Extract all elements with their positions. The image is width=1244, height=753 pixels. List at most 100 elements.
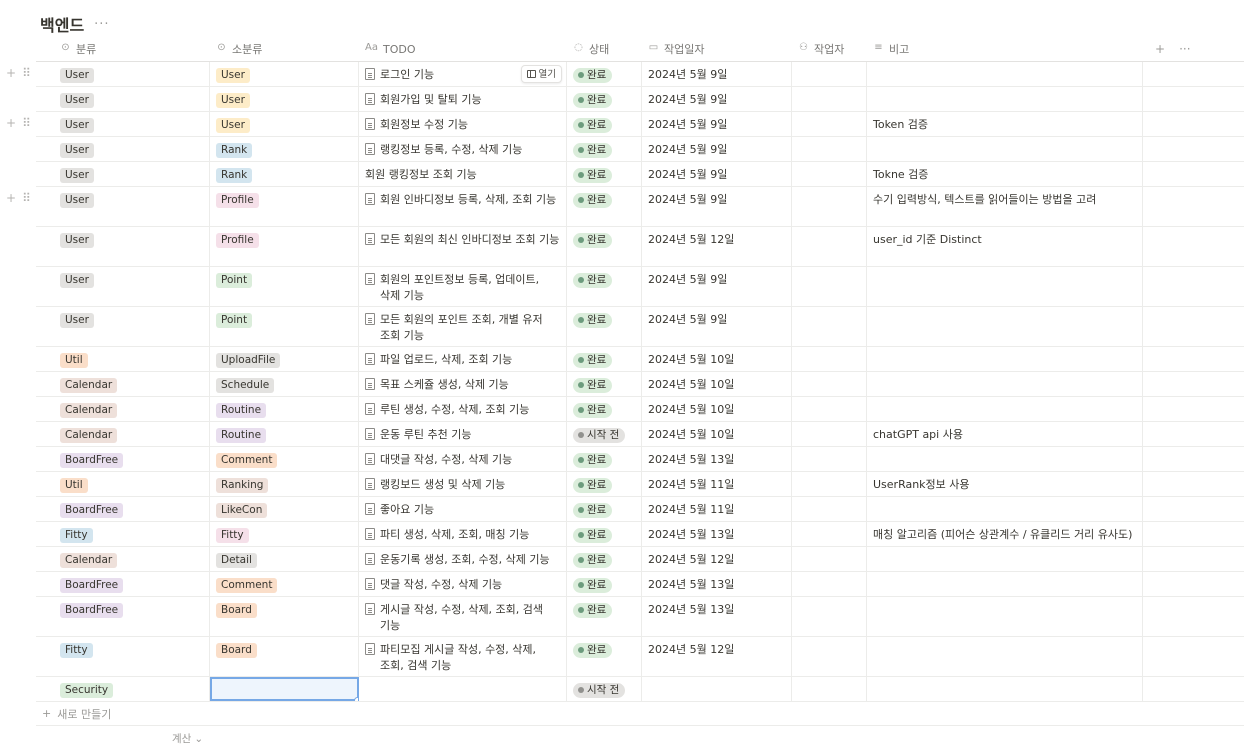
subcategory-cell[interactable]: Board	[210, 597, 359, 636]
date-cell[interactable]: 2024년 5월 13일	[642, 522, 792, 546]
subcategory-cell[interactable]: User	[210, 62, 359, 86]
todo-cell[interactable]: 운동기록 생성, 조회, 수정, 삭제 기능	[359, 547, 567, 571]
assignee-cell[interactable]	[792, 447, 867, 471]
category-cell[interactable]: Util	[36, 472, 210, 496]
date-cell[interactable]: 2024년 5월 13일	[642, 572, 792, 596]
todo-cell[interactable]: 회원정보 수정 기능	[359, 112, 567, 136]
column-header-subcategory[interactable]: ⊙ 소분류	[210, 36, 359, 61]
subcategory-cell[interactable]: Detail	[210, 547, 359, 571]
date-cell[interactable]: 2024년 5월 11일	[642, 497, 792, 521]
subcategory-cell[interactable]: Ranking	[210, 472, 359, 496]
note-cell[interactable]: 매칭 알고리즘 (피어슨 상관계수 / 유클리드 거리 유사도)	[867, 522, 1143, 546]
assignee-cell[interactable]	[792, 62, 867, 86]
assignee-cell[interactable]	[792, 677, 867, 701]
note-cell[interactable]: chatGPT api 사용	[867, 422, 1143, 446]
status-cell[interactable]: 완료	[567, 637, 642, 676]
date-cell[interactable]: 2024년 5월 10일	[642, 397, 792, 421]
assignee-cell[interactable]	[792, 597, 867, 636]
category-cell[interactable]: User	[36, 187, 210, 226]
category-cell[interactable]: Calendar	[36, 547, 210, 571]
assignee-cell[interactable]	[792, 137, 867, 161]
category-cell[interactable]: User	[36, 87, 210, 111]
status-cell[interactable]: 완료	[567, 572, 642, 596]
date-cell[interactable]: 2024년 5월 9일	[642, 162, 792, 186]
date-cell[interactable]: 2024년 5월 10일	[642, 422, 792, 446]
todo-cell[interactable]: 파일 업로드, 삭제, 조회 기능	[359, 347, 567, 371]
note-cell[interactable]: 수기 입력방식, 텍스트를 읽어들이는 방법을 고려	[867, 187, 1143, 226]
status-cell[interactable]: 완료	[567, 347, 642, 371]
status-cell[interactable]: 완료	[567, 62, 642, 86]
status-cell[interactable]: 완료	[567, 372, 642, 396]
status-cell[interactable]: 완료	[567, 547, 642, 571]
subcategory-cell[interactable]	[210, 677, 359, 701]
status-cell[interactable]: 시작 전	[567, 422, 642, 446]
date-cell[interactable]: 2024년 5월 9일	[642, 87, 792, 111]
more-icon[interactable]: ···	[94, 16, 110, 32]
category-cell[interactable]: Security	[36, 677, 210, 701]
subcategory-cell[interactable]: Rank	[210, 137, 359, 161]
todo-cell[interactable]	[359, 677, 567, 701]
assignee-cell[interactable]	[792, 397, 867, 421]
status-cell[interactable]: 완료	[567, 497, 642, 521]
category-cell[interactable]: Fitty	[36, 637, 210, 676]
assignee-cell[interactable]	[792, 187, 867, 226]
todo-cell[interactable]: 회원 랭킹정보 조회 기능	[359, 162, 567, 186]
note-cell[interactable]	[867, 447, 1143, 471]
status-cell[interactable]: 완료	[567, 227, 642, 266]
date-cell[interactable]: 2024년 5월 9일	[642, 137, 792, 161]
todo-title[interactable]: 운동기록 생성, 조회, 수정, 삭제 기능	[380, 553, 550, 566]
subcategory-cell[interactable]: Profile	[210, 227, 359, 266]
date-cell[interactable]: 2024년 5월 9일	[642, 187, 792, 226]
note-cell[interactable]: UserRank정보 사용	[867, 472, 1143, 496]
subcategory-cell[interactable]: Profile	[210, 187, 359, 226]
todo-title[interactable]: 랭킹보드 생성 및 삭제 기능	[380, 478, 506, 491]
subcategory-cell[interactable]: UploadFile	[210, 347, 359, 371]
status-cell[interactable]: 완료	[567, 307, 642, 346]
todo-title[interactable]: 회원 인바디정보 등록, 삭제, 조회 기능	[380, 193, 557, 206]
category-cell[interactable]: User	[36, 307, 210, 346]
date-cell[interactable]: 2024년 5월 11일	[642, 472, 792, 496]
category-cell[interactable]: User	[36, 162, 210, 186]
status-cell[interactable]: 완료	[567, 397, 642, 421]
note-cell[interactable]	[867, 397, 1143, 421]
category-cell[interactable]: BoardFree	[36, 497, 210, 521]
assignee-cell[interactable]	[792, 547, 867, 571]
page-title[interactable]: 백엔드	[40, 16, 85, 35]
category-cell[interactable]: Calendar	[36, 397, 210, 421]
assignee-cell[interactable]	[792, 497, 867, 521]
drag-handle-icon[interactable]: ⠿	[22, 116, 31, 130]
note-cell[interactable]: user_id 기준 Distinct	[867, 227, 1143, 266]
plus-icon[interactable]: +	[6, 191, 17, 205]
column-header-note[interactable]: ≡ 비고	[867, 36, 1143, 61]
date-cell[interactable]: 2024년 5월 13일	[642, 447, 792, 471]
todo-title[interactable]: 파티모집 게시글 작성, 수정, 삭제, 조회, 검색 기능	[380, 643, 537, 672]
status-cell[interactable]: 완료	[567, 112, 642, 136]
subcategory-cell[interactable]: Board	[210, 637, 359, 676]
todo-cell[interactable]: 대댓글 작성, 수정, 삭제 기능	[359, 447, 567, 471]
subcategory-cell[interactable]: Routine	[210, 422, 359, 446]
column-header-date[interactable]: ▭ 작업일자	[642, 36, 792, 61]
note-cell[interactable]: Tokne 검증	[867, 162, 1143, 186]
note-cell[interactable]	[867, 62, 1143, 86]
todo-cell[interactable]: 파티 생성, 삭제, 조회, 매칭 기능	[359, 522, 567, 546]
todo-title[interactable]: 운동 루틴 추천 기능	[380, 428, 472, 441]
todo-cell[interactable]: 랭킹정보 등록, 수정, 삭제 기능	[359, 137, 567, 161]
column-header-status[interactable]: ◌ 상태	[567, 36, 642, 61]
date-cell[interactable]: 2024년 5월 9일	[642, 112, 792, 136]
todo-title[interactable]: 목표 스케쥴 생성, 삭제 기능	[380, 378, 509, 391]
more-icon[interactable]: ···	[1179, 42, 1191, 56]
note-cell[interactable]	[867, 547, 1143, 571]
todo-cell[interactable]: 목표 스케쥴 생성, 삭제 기능	[359, 372, 567, 396]
add-column-icon[interactable]: +	[1155, 42, 1166, 56]
todo-cell[interactable]: 랭킹보드 생성 및 삭제 기능	[359, 472, 567, 496]
subcategory-cell[interactable]: Comment	[210, 572, 359, 596]
todo-cell[interactable]: 모든 회원의 포인트 조회, 개별 유저 조회 기능	[359, 307, 567, 346]
plus-icon[interactable]: +	[6, 66, 17, 80]
assignee-cell[interactable]	[792, 472, 867, 496]
status-cell[interactable]: 완료	[567, 267, 642, 306]
date-cell[interactable]: 2024년 5월 9일	[642, 307, 792, 346]
note-cell[interactable]	[867, 372, 1143, 396]
date-cell[interactable]: 2024년 5월 9일	[642, 267, 792, 306]
assignee-cell[interactable]	[792, 522, 867, 546]
assignee-cell[interactable]	[792, 87, 867, 111]
